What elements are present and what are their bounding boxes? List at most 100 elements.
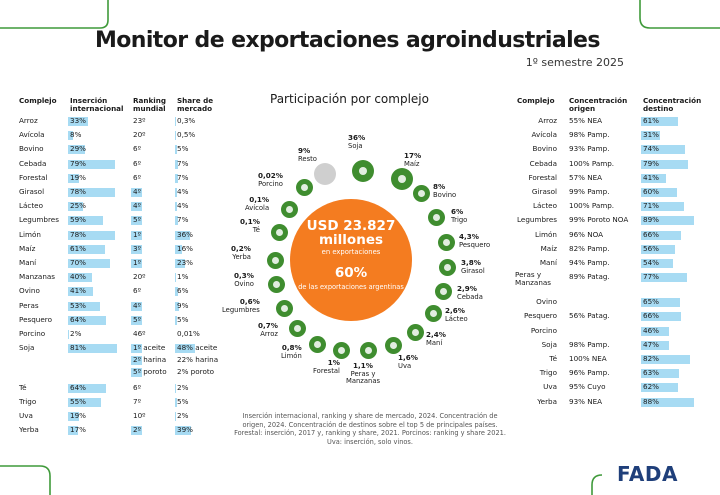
ranking-value: 4º — [133, 201, 141, 211]
ranking-cell: 5º — [131, 214, 171, 226]
destino-value: 82% — [643, 354, 659, 363]
segment-label: 2,6% Lácteo — [445, 307, 468, 323]
complejo-label: Uva — [543, 382, 557, 392]
share-bar — [175, 412, 176, 422]
segment-label: 17% Maíz — [404, 152, 421, 168]
complejo-label: Uva — [19, 411, 33, 421]
ranking-cell: 46º — [131, 328, 171, 340]
share-value: 4% — [177, 187, 189, 196]
insercion-cell: 29% — [68, 143, 128, 155]
origen-value: 82% Pamp. — [569, 243, 610, 253]
share-cell: 4% — [175, 186, 225, 198]
complejo-label: Trigo — [19, 396, 37, 406]
share-value: 6% — [177, 286, 189, 296]
destino-bar — [641, 298, 680, 308]
segment-name: Soja — [348, 141, 363, 150]
origen-value: 100% Pamp. — [569, 201, 615, 211]
insercion-value: 25% — [70, 201, 86, 211]
complejo-label: Forestal — [19, 172, 48, 182]
share-cell: 22% harina — [175, 354, 225, 366]
insercion-bar — [68, 202, 83, 212]
insercion-value: 40% — [70, 272, 86, 282]
segment-label: 8% Bovino — [433, 183, 456, 199]
complejo-icon — [333, 342, 350, 359]
complejo-label: Soja — [19, 343, 35, 353]
right-row: Uva 95% Cuyo 62% — [0, 381, 720, 393]
ranking-cell: 4º — [131, 200, 171, 212]
complejo-icon — [352, 160, 374, 182]
share-bar — [175, 259, 185, 268]
insercion-value: 70% — [70, 258, 86, 267]
destino-value: 66% — [643, 229, 659, 239]
share-cell: 2% — [175, 410, 225, 422]
destino-cell: 54% — [641, 257, 701, 269]
share-cell: 1% — [175, 271, 225, 283]
right-row: Yerba 93% NEA 88% — [0, 396, 720, 408]
segment-label: 9% Resto — [298, 147, 317, 163]
ranking-value: 5º — [133, 215, 141, 225]
right-row: Soja 98% Pamp. 47% — [0, 339, 720, 351]
ranking-cell: 5º — [131, 314, 171, 326]
ranking-value: 1º aceite — [133, 343, 166, 353]
insercion-bar — [68, 412, 80, 422]
destino-bar — [641, 326, 669, 336]
ranking-highlight — [131, 259, 142, 268]
right-row: Porcino 46% — [0, 325, 720, 337]
page-subtitle: 1º semestre 2025 — [525, 56, 624, 69]
complejo-label: Ovino — [19, 286, 40, 296]
complejo-icon — [281, 201, 298, 218]
insercion-cell: 78% — [68, 186, 128, 198]
share-bar — [175, 344, 195, 354]
total-exports-value: USD 23.827 millones — [306, 218, 396, 248]
complejo-label: Cebada — [19, 158, 47, 168]
destino-bar — [641, 230, 681, 240]
destino-bar — [641, 117, 678, 126]
segment-value: 4,3% — [459, 232, 479, 241]
left-row: Trigo 55% 7º 5% — [0, 396, 230, 408]
ranking-value: 4º — [133, 187, 141, 196]
right-row: Pesquero 56% Patag. 66% — [0, 310, 720, 322]
right-row: Ovino 65% — [0, 296, 720, 308]
insercion-cell: 55% — [68, 396, 128, 408]
total-exports-disc: USD 23.827 millones en exportaciones 60%… — [290, 199, 412, 321]
destino-value: 62% — [643, 382, 659, 392]
left-row: Ovino 41% 6º 6% — [0, 285, 230, 297]
insercion-cell: 79% — [68, 158, 128, 170]
complejo-icon — [391, 168, 413, 190]
complejo-icon — [413, 185, 430, 202]
share-value: 5% — [177, 314, 189, 324]
destino-cell: 61% — [641, 115, 701, 127]
destino-bar — [641, 369, 679, 379]
segment-value: 0,6% — [239, 297, 260, 306]
segment-name: Trigo — [451, 215, 468, 224]
destino-bar — [641, 202, 684, 212]
segment-name: Ovino — [234, 279, 254, 288]
segment-value: 6% — [451, 207, 464, 216]
complejo-label: Té — [549, 354, 557, 363]
left-row: Yerba 17% 2º 39% — [0, 424, 230, 436]
segment-name: Uva — [398, 361, 412, 370]
segment-label: 1% Forestal — [313, 359, 340, 375]
left-row: Maíz 61% 3º 16% — [0, 243, 230, 255]
left-row: Peras 53% 4º 9% — [0, 300, 230, 312]
ranking-cell: 6º — [131, 172, 171, 184]
insercion-value: 79% — [70, 158, 86, 168]
destino-cell: 60% — [641, 186, 701, 198]
ranking-cell: 1º — [131, 229, 171, 241]
destino-bar — [641, 273, 688, 283]
segment-value: 1% — [327, 358, 340, 367]
insercion-cell: 2% — [68, 328, 128, 340]
ranking-value: 7º — [133, 396, 141, 406]
segment-name: Cebada — [457, 292, 483, 301]
right-row: Cebada 100% Pamp. 79% — [0, 158, 720, 170]
destino-cell: 74% — [641, 143, 701, 155]
ranking-highlight — [131, 301, 142, 311]
insercion-bar — [68, 145, 86, 155]
ranking-cell: 2º — [131, 424, 171, 436]
ranking-value: 10º — [133, 411, 146, 421]
complejo-icon — [268, 276, 285, 293]
destino-value: 88% — [643, 396, 659, 406]
insercion-value: 19% — [70, 172, 86, 182]
segment-label: 0,02% Porcino — [258, 172, 283, 188]
ranking-value: 4º — [133, 300, 141, 310]
